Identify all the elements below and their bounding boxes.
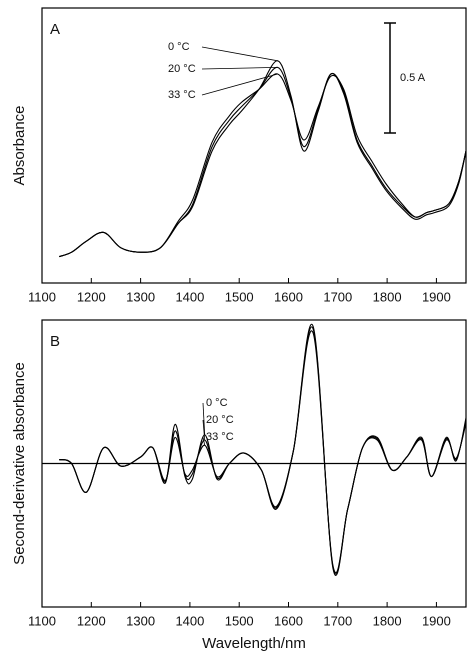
- spectrum-line: [59, 73, 467, 258]
- spectrum-line: [59, 323, 467, 577]
- x-tick-label: 1400: [175, 613, 204, 628]
- leader-line: [202, 419, 206, 441]
- x-tick-label: 1900: [422, 613, 451, 628]
- x-tick-label: 1600: [274, 289, 303, 304]
- x-tick-label: 1800: [373, 289, 402, 304]
- series-label: 33 °C: [168, 89, 196, 101]
- leader-line: [202, 436, 206, 446]
- series-label: 0 °C: [206, 397, 228, 409]
- x-tick-label: 1100: [28, 613, 56, 628]
- spectrum-line: [59, 330, 467, 574]
- series-label: 20 °C: [168, 63, 196, 75]
- spectrum-line: [59, 60, 467, 258]
- x-tick-label: 1700: [323, 613, 352, 628]
- leader-line: [201, 67, 278, 70]
- x-tick-label: 1200: [77, 613, 106, 628]
- x-tick-label: 1400: [175, 289, 204, 304]
- leader-line: [201, 46, 278, 62]
- x-tick-label: 1500: [225, 289, 254, 304]
- panel-label: A: [50, 21, 60, 38]
- plot-frame: [41, 7, 467, 284]
- x-tick-label: 1700: [323, 289, 352, 304]
- x-tick-label: 1900: [422, 289, 451, 304]
- spectrum-line: [59, 326, 467, 575]
- spectrum-line: [59, 66, 467, 258]
- x-tick-label: 1100: [28, 289, 56, 304]
- x-tick-label: 1800: [373, 613, 402, 628]
- x-tick-label: 1600: [274, 613, 303, 628]
- series-label: 20 °C: [206, 414, 234, 426]
- panel-label: B: [50, 333, 60, 350]
- leader-line: [202, 402, 206, 435]
- series-label: 33 °C: [206, 431, 234, 443]
- leader-line: [201, 73, 278, 96]
- y-axis-title: Second-derivative absorbance: [11, 362, 28, 565]
- x-tick-label: 1500: [225, 613, 254, 628]
- series-label: 0 °C: [168, 41, 190, 53]
- y-axis-title: Absorbance: [11, 105, 28, 185]
- x-tick-label: 1300: [126, 289, 155, 304]
- x-tick-label: 1300: [126, 613, 155, 628]
- x-axis-title: Wavelength/nm: [202, 635, 306, 652]
- x-tick-label: 1200: [77, 289, 106, 304]
- scale-bar-label: 0.5 A: [400, 72, 426, 84]
